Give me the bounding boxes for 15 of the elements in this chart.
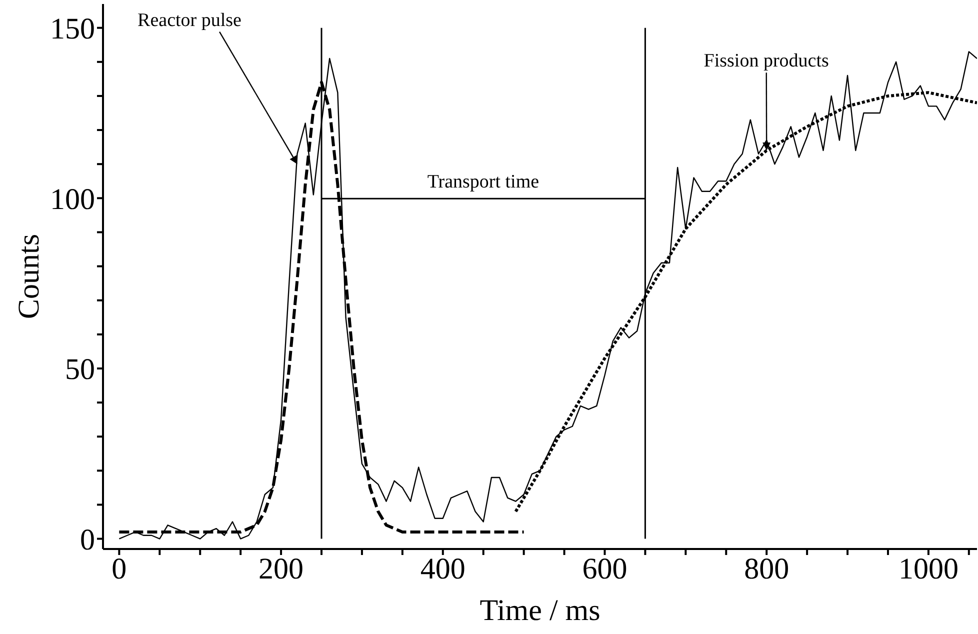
annotation: Reactor pulse [138, 10, 242, 31]
y-axis-title: Counts [12, 234, 46, 320]
x-tick-label: 0 [112, 552, 127, 586]
x-tick-label: 1000 [898, 552, 958, 586]
x-axis-title: Time / ms [480, 594, 600, 627]
y-tick-label: 50 [65, 353, 95, 386]
x-tick-label: 400 [420, 552, 466, 586]
annotation: Fission products [704, 50, 829, 72]
x-tick-label: 200 [258, 552, 304, 586]
y-tick-label: 150 [50, 12, 95, 46]
y-tick-label: 100 [50, 182, 95, 216]
x-tick-label: 600 [582, 552, 628, 586]
x-tick-label: 800 [744, 552, 790, 586]
annotation: Transport time [427, 172, 540, 193]
y-tick-label: 0 [80, 523, 95, 556]
